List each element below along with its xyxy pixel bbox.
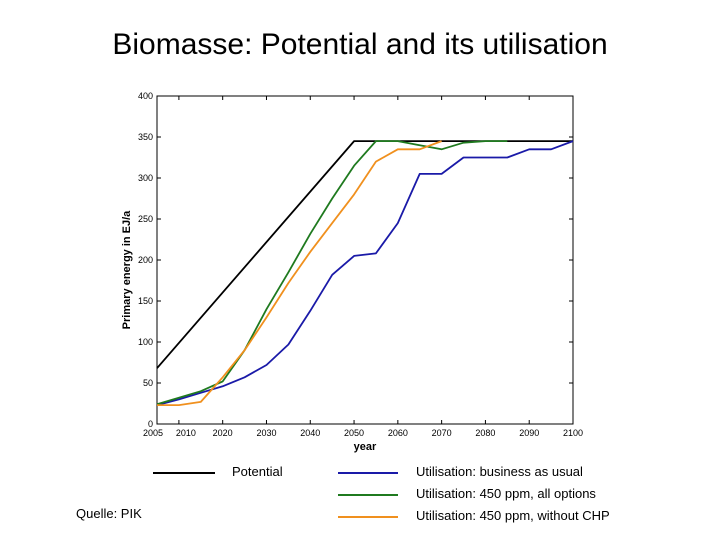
series-line-2 xyxy=(156,140,574,406)
x-tick-label: 2090 xyxy=(519,428,539,438)
x-axis-label: year xyxy=(354,441,377,453)
legend-label-2: Utilisation: business as usual xyxy=(416,464,583,479)
source-note: Quelle: PIK xyxy=(76,506,142,521)
chart-legend: Potential Utilisation: business as usual U… xyxy=(153,464,610,523)
x-tick-label: 2030 xyxy=(256,428,276,438)
x-tick-label: 2020 xyxy=(213,428,233,438)
x-tick-label: 2060 xyxy=(388,428,408,438)
plot-frame xyxy=(156,95,574,425)
legend-label-3: Utilisation: 450 ppm, all options xyxy=(416,486,596,501)
y-tick-label: 400 xyxy=(138,91,153,101)
chart-series xyxy=(156,140,574,407)
x-tick-label: 2070 xyxy=(432,428,452,438)
y-tick-label: 350 xyxy=(138,132,153,142)
series-line-3 xyxy=(156,140,508,406)
legend-label-4: Utilisation: 450 ppm, without CHP xyxy=(416,508,610,523)
x-tick-label: 2080 xyxy=(475,428,495,438)
x-tick-label: 2005 xyxy=(143,428,163,438)
y-tick-label: 300 xyxy=(138,173,153,183)
y-tick-label: 0 xyxy=(148,419,153,429)
x-tick-label: 2040 xyxy=(300,428,320,438)
y-axis-label: Primary energy in EJ/a xyxy=(121,210,133,329)
x-tick-label: 2100 xyxy=(563,428,583,438)
y-tick-label: 150 xyxy=(138,296,153,306)
series-line-4 xyxy=(157,140,442,407)
slide-title: Biomasse: Potential and its utilisation xyxy=(112,28,608,61)
y-tick-label: 250 xyxy=(138,214,153,224)
chart-axes: 0 50 100 150 200 250 300 350 400 2005 2010 2020 2030… xyxy=(121,91,583,453)
x-tick-label: 2050 xyxy=(344,428,364,438)
legend-label-1: Potential xyxy=(232,464,283,479)
x-tick-label: 2010 xyxy=(176,428,196,438)
y-tick-label: 200 xyxy=(138,255,153,265)
y-tick-label: 50 xyxy=(143,378,153,388)
y-tick-label: 100 xyxy=(138,337,153,347)
